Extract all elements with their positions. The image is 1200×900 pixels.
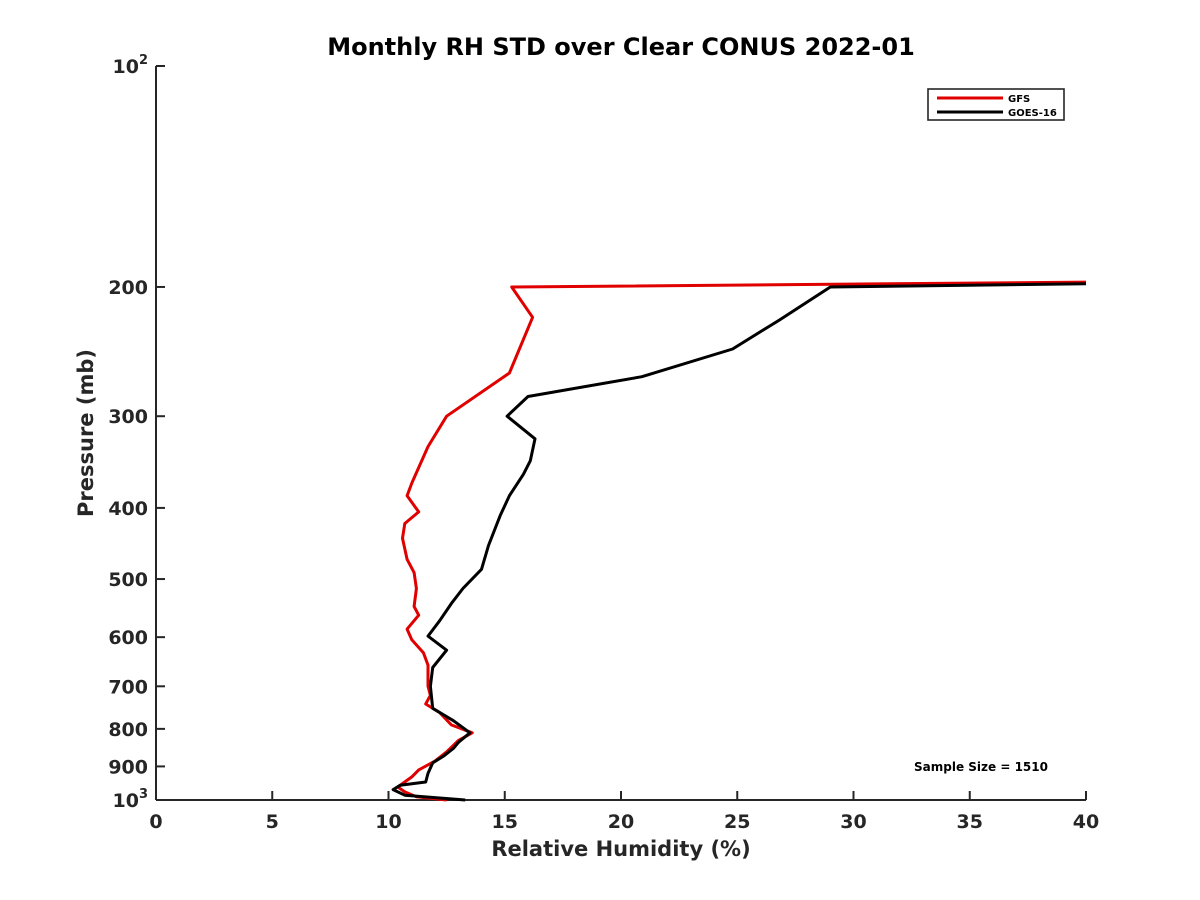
sample-size-annotation: Sample Size = 1510 [914, 760, 1048, 774]
x-tick-label: 35 [957, 811, 983, 833]
y-tick-label: 200 [108, 277, 148, 299]
axes [155, 66, 1086, 801]
legend-label: GOES-16 [1008, 108, 1057, 119]
x-tick-label: 15 [492, 811, 518, 833]
legend: GFS GOES-16 [927, 88, 1065, 121]
y-tick-label: 700 [108, 676, 148, 698]
y-tick-label: 600 [108, 627, 148, 649]
y-tick-label: 400 [108, 498, 148, 520]
x-ticks: 0 5 10 15 20 25 30 35 40 [149, 791, 1099, 833]
x-tick-label: 25 [724, 811, 750, 833]
x-tick-label: 40 [1073, 811, 1099, 833]
y-tick-label: 900 [108, 756, 148, 778]
x-tick-label: 30 [840, 811, 866, 833]
series-lines [391, 280, 1087, 802]
y-tick-label: 800 [108, 719, 148, 741]
chart-title: Monthly RH STD over Clear CONUS 2022-01 [327, 33, 915, 61]
legend-label: GFS [1008, 94, 1030, 105]
y-tick-label: 102 [113, 53, 149, 78]
x-tick-label: 20 [608, 811, 634, 833]
y-axis-label: Pressure (mb) [74, 349, 98, 517]
x-tick-label: 0 [149, 811, 162, 833]
y-ticks: 102 200 300 400 500 600 700 800 900 103 [108, 53, 165, 812]
y-tick-label: 300 [108, 406, 148, 428]
y-tick-label: 500 [108, 569, 148, 591]
series-line-goes-16 [391, 282, 1087, 802]
x-tick-label: 10 [375, 811, 401, 833]
x-tick-label: 5 [266, 811, 279, 833]
y-tick-label: 103 [113, 787, 149, 812]
legend-box [927, 88, 1065, 121]
series-line-gfs [396, 280, 1087, 802]
x-axis-label: Relative Humidity (%) [491, 837, 750, 861]
